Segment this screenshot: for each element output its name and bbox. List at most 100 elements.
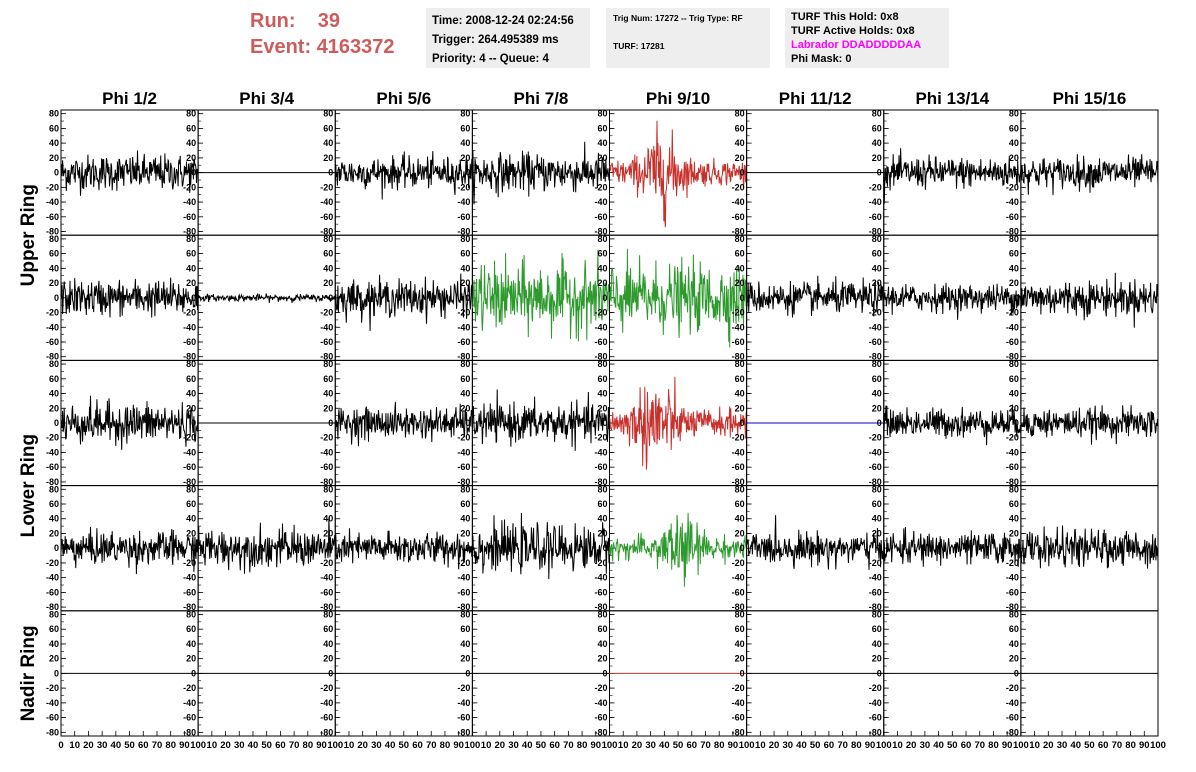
x-tick-label: 50 [947, 740, 958, 751]
y-tick-label: -60 [594, 462, 607, 472]
y-tick-label: 0 [54, 168, 59, 178]
y-tick-label: 0 [877, 543, 882, 553]
y-tick-label: -60 [457, 337, 470, 347]
y-tick-label: -20 [1006, 308, 1019, 318]
y-tick-label: -80 [869, 352, 882, 362]
y-tick-label: 40 [735, 263, 745, 273]
waveform-trace [60, 150, 199, 196]
y-tick-label: 60 [323, 499, 333, 509]
x-tick-label: 60 [961, 740, 972, 751]
y-tick-label: -60 [732, 212, 745, 222]
y-tick-label: 60 [49, 123, 59, 133]
y-tick-label: 80 [323, 484, 333, 494]
x-tick-label: 20 [495, 740, 506, 751]
y-tick-label: -60 [1006, 587, 1019, 597]
y-tick-label: -80 [869, 227, 882, 237]
x-tick-label: 30 [920, 740, 931, 751]
y-tick-label: 60 [735, 374, 745, 384]
y-tick-label: 40 [186, 138, 196, 148]
column-title: Phi 13/14 [915, 89, 989, 108]
y-tick-label: -20 [183, 558, 196, 568]
y-tick-label: -80 [183, 477, 196, 487]
y-tick-label: -60 [457, 212, 470, 222]
waveform-trace [60, 526, 199, 575]
y-tick-label: 60 [49, 249, 59, 259]
y-tick-label: -80 [183, 352, 196, 362]
run-line: Run: 39 [250, 8, 420, 34]
y-tick-label: -20 [46, 308, 59, 318]
x-tick-label: 10 [344, 740, 355, 751]
waveform-trace [1020, 405, 1159, 445]
waveform-trace [60, 277, 199, 318]
column-title: Phi 11/12 [779, 89, 852, 108]
y-tick-label: -20 [869, 558, 882, 568]
y-tick-label: 40 [1009, 389, 1019, 399]
y-tick-label: -20 [869, 433, 882, 443]
y-tick-label: -20 [183, 308, 196, 318]
y-tick-label: -20 [457, 558, 470, 568]
y-tick-label: 0 [1014, 168, 1019, 178]
waveform-trace [1020, 272, 1159, 328]
y-tick-label: 60 [460, 624, 470, 634]
y-tick-label: -20 [1006, 182, 1019, 192]
x-tick-label: 60 [824, 740, 835, 751]
x-tick-label: 60 [138, 740, 149, 751]
y-tick-label: -60 [732, 713, 745, 723]
y-tick-label: 20 [323, 278, 333, 288]
y-tick-label: 60 [1009, 249, 1019, 259]
y-tick-label: 40 [49, 514, 59, 524]
y-tick-label: 80 [597, 359, 607, 369]
y-tick-label: -20 [1006, 558, 1019, 568]
y-tick-label: 20 [186, 403, 196, 413]
y-tick-label: 60 [1009, 374, 1019, 384]
y-tick-label: 40 [460, 389, 470, 399]
y-tick-label: -60 [1006, 337, 1019, 347]
y-tick-label: 20 [597, 403, 607, 413]
y-tick-label: 40 [49, 639, 59, 649]
y-tick-label: -40 [594, 698, 607, 708]
x-tick-label: 100 [1013, 740, 1029, 751]
y-tick-label: -60 [594, 713, 607, 723]
y-tick-label: -60 [183, 713, 196, 723]
y-tick-label: 60 [872, 123, 882, 133]
y-tick-label: 0 [54, 668, 59, 678]
y-tick-label: 40 [460, 639, 470, 649]
y-tick-label: 40 [323, 389, 333, 399]
y-tick-label: -80 [594, 477, 607, 487]
y-tick-label: 20 [597, 153, 607, 163]
y-tick-label: 60 [872, 374, 882, 384]
y-tick-label: 0 [328, 418, 333, 428]
y-tick-label: 40 [323, 263, 333, 273]
y-tick-label: 80 [597, 484, 607, 494]
y-tick-label: 60 [735, 499, 745, 509]
y-tick-label: -40 [183, 197, 196, 207]
y-tick-label: -40 [457, 698, 470, 708]
waveform-trace [334, 151, 473, 200]
x-tick-label: 100 [1150, 740, 1166, 751]
waveform-trace [609, 512, 748, 587]
y-tick-label: 20 [1009, 528, 1019, 538]
y-tick-label: 0 [740, 543, 745, 553]
y-tick-label: 60 [323, 374, 333, 384]
ring-label: Nadir Ring [18, 625, 39, 721]
x-tick-label: 40 [111, 740, 122, 751]
y-tick-label: 80 [735, 609, 745, 619]
x-tick-label: 70 [152, 740, 163, 751]
turf-active-holds-text: TURF Active Holds: 0x8 [791, 25, 915, 37]
waveform-trace [471, 141, 610, 205]
y-tick-label: -20 [732, 182, 745, 192]
y-tick-label: 0 [54, 293, 59, 303]
y-tick-label: 40 [186, 639, 196, 649]
y-tick-label: -60 [732, 462, 745, 472]
x-tick-label: 10 [1029, 740, 1040, 751]
x-tick-label: 100 [464, 740, 480, 751]
y-tick-label: 40 [872, 138, 882, 148]
x-tick-label: 100 [739, 740, 755, 751]
y-tick-label: -60 [320, 337, 333, 347]
y-tick-label: 20 [49, 403, 59, 413]
y-tick-label: 80 [735, 109, 745, 119]
y-tick-label: 20 [872, 528, 882, 538]
y-tick-label: -80 [320, 602, 333, 612]
y-tick-label: 80 [186, 234, 196, 244]
y-tick-label: 40 [872, 389, 882, 399]
